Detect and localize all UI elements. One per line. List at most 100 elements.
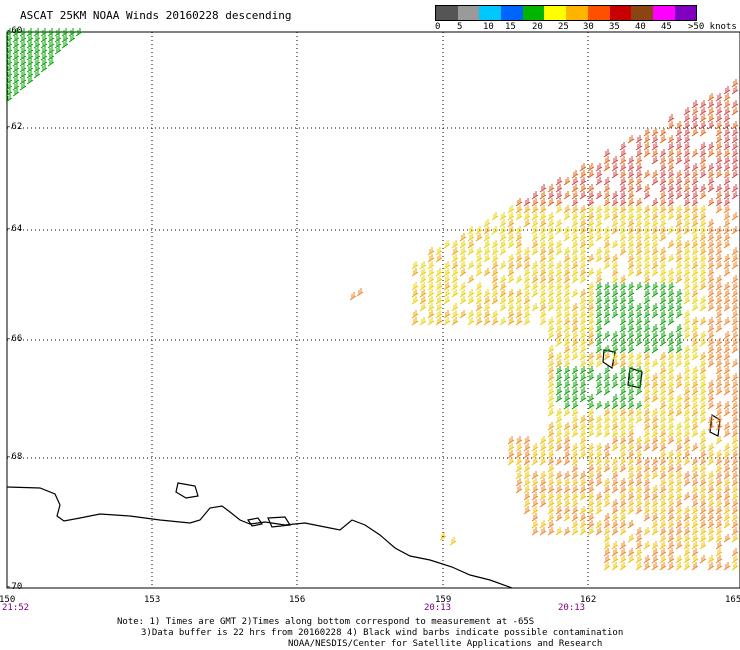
wind-barb [651, 261, 659, 270]
wind-barb [443, 261, 451, 270]
wind-barb [683, 184, 691, 193]
wind-barb [635, 149, 643, 158]
wind-barb [523, 478, 531, 487]
wind-barb [691, 464, 699, 473]
wind-barb [12, 52, 20, 61]
wind-barb [603, 366, 611, 375]
wind-barb [731, 492, 739, 501]
wind-barb [643, 338, 651, 347]
wind-barb [667, 352, 675, 361]
wind-barb [643, 506, 651, 515]
wind-barb [643, 135, 651, 144]
wind-barb [731, 100, 739, 109]
wind-barb [571, 317, 579, 326]
wind-barb [515, 289, 523, 298]
wind-barb [651, 149, 659, 158]
wind-barb [595, 345, 603, 354]
wind-barb [603, 408, 611, 417]
wind-barb [19, 82, 27, 91]
wind-barb [539, 478, 547, 487]
wind-barb [659, 436, 667, 445]
coastline-main [6, 486, 513, 589]
wind-barb [707, 345, 715, 354]
wind-barb [563, 422, 571, 431]
wind-barb [683, 324, 691, 333]
wind-barb [579, 394, 587, 403]
wind-barb [603, 457, 611, 466]
wind-barb [651, 226, 659, 235]
wind-barb [619, 359, 627, 368]
wind-barb [683, 128, 691, 137]
wind-barb [507, 212, 515, 221]
wind-barb [699, 485, 707, 494]
wind-barb [699, 121, 707, 130]
wind-barb [619, 303, 627, 312]
wind-barb [707, 471, 715, 480]
wind-barb [68, 28, 76, 37]
wind-barb [683, 380, 691, 389]
wind-barb [19, 64, 27, 73]
wind-barb [667, 408, 675, 417]
wind-barb [715, 303, 723, 312]
wind-barb [619, 296, 627, 305]
wind-barb [691, 240, 699, 249]
wind-barb [611, 513, 619, 522]
wind-barb [587, 191, 595, 200]
colorbar-swatch [631, 6, 653, 20]
wind-barb [563, 296, 571, 305]
colorbar-swatch [522, 6, 545, 20]
wind-barb [595, 303, 603, 312]
wind-barb [723, 261, 731, 270]
wind-barb [475, 268, 483, 277]
wind-barb [635, 261, 643, 270]
wind-barb [731, 331, 739, 340]
wind-barb [715, 296, 723, 305]
wind-barb [555, 436, 563, 445]
wind-barb [571, 373, 579, 382]
wind-barb [643, 443, 651, 452]
wind-barb [579, 261, 587, 270]
wind-barb [507, 443, 515, 452]
wind-barb [731, 401, 739, 410]
wind-barb [587, 394, 595, 403]
wind-barb [571, 499, 579, 508]
wind-barb [595, 415, 603, 424]
wind-barb [507, 233, 515, 242]
wind-barb [627, 212, 635, 221]
wind-barb [635, 184, 643, 193]
wind-barb [12, 34, 20, 43]
wind-barb [699, 240, 707, 249]
colorbar-swatch [436, 6, 458, 20]
wind-barb [619, 352, 627, 361]
wind-barb [579, 177, 587, 186]
wind-barb [547, 198, 555, 207]
wind-barb [611, 359, 619, 368]
wind-barb [499, 296, 507, 305]
wind-barb [635, 317, 643, 326]
wind-barb [19, 52, 27, 61]
wind-barb [459, 296, 467, 305]
wind-barb [683, 471, 691, 480]
wind-barb [651, 212, 659, 221]
wind-barb [643, 170, 651, 179]
wind-barb [603, 555, 611, 564]
wind-barb [603, 415, 611, 424]
wind-barb [627, 191, 635, 200]
wind-barb [731, 163, 739, 172]
wind-barb [611, 310, 619, 319]
wind-barb [667, 114, 675, 123]
wind-barb [579, 506, 587, 515]
wind-barb [539, 226, 547, 235]
wind-barb [443, 296, 451, 305]
wind-barb [555, 261, 563, 270]
wind-barb [611, 562, 619, 571]
wind-barb [603, 387, 611, 396]
wind-barb [691, 478, 699, 487]
wind-barb [547, 478, 555, 487]
wind-barb [483, 240, 491, 249]
time-label: 20:13 [558, 603, 586, 613]
wind-barb [563, 387, 571, 396]
wind-barb [539, 198, 547, 207]
wind-barb [627, 359, 635, 368]
wind-barb [731, 534, 739, 543]
